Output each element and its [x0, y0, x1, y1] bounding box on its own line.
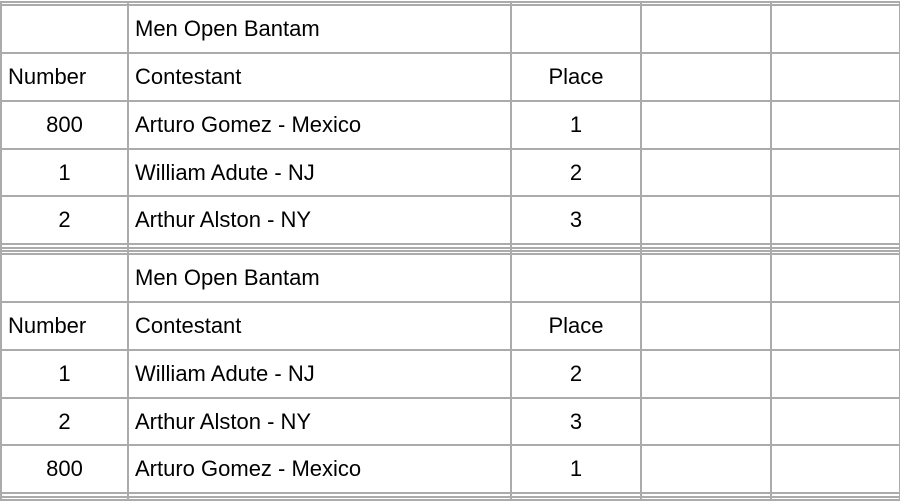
empty-row — [0, 246, 900, 253]
cell-contestant: William Adute - NJ — [127, 147, 512, 198]
header-contestant: Contestant — [127, 301, 512, 351]
table-row: 2 Arthur Alston - NY 3 — [0, 396, 900, 447]
cell-empty — [770, 495, 900, 502]
cell-empty — [770, 99, 900, 150]
cell-empty — [510, 243, 642, 249]
cell-empty — [0, 4, 129, 55]
cell-empty — [640, 444, 772, 495]
header-place: Place — [510, 52, 642, 102]
cell-empty — [0, 243, 129, 249]
table-row: 800 Arturo Gomez - Mexico 1 — [0, 99, 900, 150]
cell-place: 3 — [510, 396, 642, 447]
cell-place: 1 — [510, 444, 642, 495]
cell-empty — [510, 249, 642, 256]
header-contestant: Contestant — [127, 52, 512, 102]
cell-empty — [127, 0, 512, 7]
cell-empty — [770, 491, 900, 498]
cell-empty — [770, 246, 900, 253]
cell-empty — [770, 147, 900, 198]
cell-place: 3 — [510, 195, 642, 246]
cell-empty — [770, 348, 900, 399]
cell-empty — [640, 52, 772, 102]
cell-empty — [0, 246, 129, 253]
cell-empty — [0, 249, 129, 256]
cell-empty — [510, 253, 642, 304]
cell-empty — [640, 301, 772, 351]
cell-place: 1 — [510, 99, 642, 150]
cell-empty — [640, 249, 772, 256]
cell-number: 2 — [0, 195, 129, 246]
cell-empty — [640, 0, 772, 7]
cell-contestant: Arthur Alston - NY — [127, 396, 512, 447]
cell-number: 800 — [0, 99, 129, 150]
cell-empty — [640, 246, 772, 253]
cell-empty — [640, 99, 772, 150]
cell-contestant: Arturo Gomez - Mexico — [127, 99, 512, 150]
cell-empty — [127, 491, 512, 498]
cell-empty — [127, 243, 512, 249]
cell-number: 2 — [0, 396, 129, 447]
header-number: Number — [0, 301, 129, 351]
title-row: Men Open Bantam — [0, 4, 900, 55]
cell-place: 2 — [510, 147, 642, 198]
cell-empty — [640, 348, 772, 399]
empty-row — [0, 249, 900, 256]
block-title: Men Open Bantam — [127, 253, 512, 304]
table-row: 1 William Adute - NJ 2 — [0, 348, 900, 399]
cell-empty — [770, 301, 900, 351]
header-number: Number — [0, 52, 129, 102]
cell-empty — [510, 491, 642, 498]
cell-empty — [770, 249, 900, 256]
empty-row — [0, 495, 900, 502]
block-title: Men Open Bantam — [127, 4, 512, 55]
empty-row — [0, 491, 900, 498]
cell-empty — [640, 4, 772, 55]
cell-contestant: William Adute - NJ — [127, 348, 512, 399]
cell-empty — [127, 246, 512, 253]
cell-contestant: Arturo Gomez - Mexico — [127, 444, 512, 495]
cell-number: 1 — [0, 348, 129, 399]
cell-empty — [770, 4, 900, 55]
cell-empty — [640, 195, 772, 246]
cell-empty — [640, 147, 772, 198]
header-row: Number Contestant Place — [0, 52, 900, 102]
cell-empty — [510, 4, 642, 55]
header-row: Number Contestant Place — [0, 301, 900, 351]
cell-empty — [770, 253, 900, 304]
cell-empty — [640, 253, 772, 304]
cell-number: 800 — [0, 444, 129, 495]
cell-empty — [510, 0, 642, 7]
cell-empty — [770, 243, 900, 249]
cell-empty — [0, 491, 129, 498]
cell-empty — [510, 246, 642, 253]
cell-contestant: Arthur Alston - NY — [127, 195, 512, 246]
cell-empty — [640, 243, 772, 249]
cell-empty — [0, 495, 129, 502]
cell-empty — [0, 253, 129, 304]
title-row: Men Open Bantam — [0, 253, 900, 304]
cell-empty — [510, 495, 642, 502]
empty-row — [0, 243, 900, 249]
cell-empty — [127, 495, 512, 502]
cell-empty — [127, 249, 512, 256]
cell-empty — [770, 195, 900, 246]
cell-empty — [0, 0, 129, 7]
cell-empty — [640, 396, 772, 447]
table-row: 2 Arthur Alston - NY 3 — [0, 195, 900, 246]
cell-empty — [640, 495, 772, 502]
cell-place: 2 — [510, 348, 642, 399]
cell-empty — [770, 0, 900, 7]
cell-empty — [770, 444, 900, 495]
cell-empty — [770, 396, 900, 447]
table-row: 1 William Adute - NJ 2 — [0, 147, 900, 198]
empty-row — [0, 0, 900, 7]
table-row: 800 Arturo Gomez - Mexico 1 — [0, 444, 900, 495]
header-place: Place — [510, 301, 642, 351]
cell-empty — [640, 491, 772, 498]
cell-empty — [770, 52, 900, 102]
cell-number: 1 — [0, 147, 129, 198]
